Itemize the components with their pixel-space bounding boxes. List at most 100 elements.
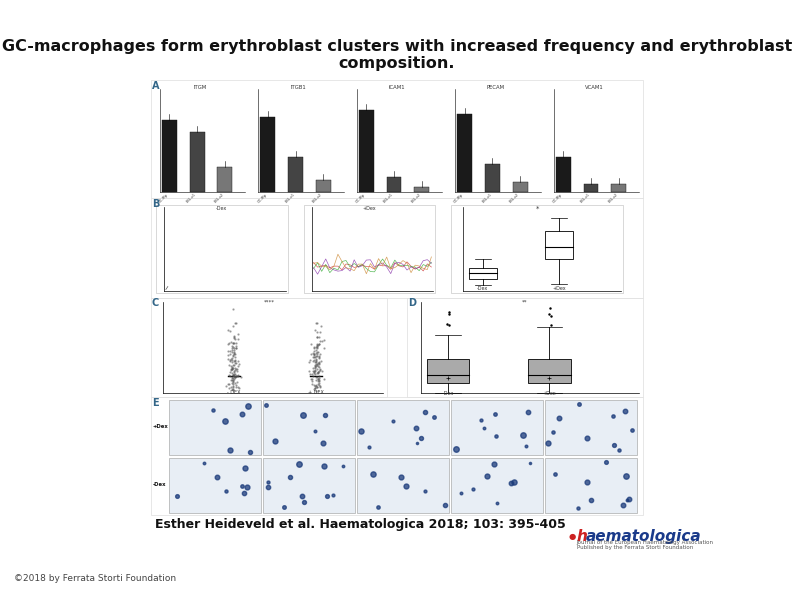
Text: -Dex: -Dex xyxy=(153,482,167,487)
Text: h: h xyxy=(576,529,588,544)
Point xyxy=(227,357,240,367)
Point xyxy=(229,372,242,381)
Point xyxy=(308,361,321,371)
Point xyxy=(228,371,241,380)
Point xyxy=(227,333,240,342)
Point xyxy=(225,364,238,374)
Point xyxy=(228,372,241,381)
Point xyxy=(229,358,241,367)
Point xyxy=(312,362,325,371)
Point xyxy=(308,349,321,358)
Point xyxy=(225,364,237,373)
Point xyxy=(228,375,241,384)
Point xyxy=(227,375,240,384)
Point xyxy=(224,367,237,377)
Text: Published by the Ferrata Storti Foundation: Published by the Ferrata Storti Foundati… xyxy=(576,545,693,550)
Point xyxy=(222,340,234,349)
Point xyxy=(229,383,242,392)
Bar xyxy=(263,400,355,455)
Point xyxy=(228,361,241,370)
Point xyxy=(225,355,237,364)
Point xyxy=(310,332,323,342)
Point xyxy=(225,375,238,385)
Point xyxy=(315,336,328,346)
Point xyxy=(312,359,325,368)
Text: C: C xyxy=(152,299,159,308)
Point xyxy=(309,381,322,390)
Point xyxy=(310,382,323,392)
Bar xyxy=(151,80,643,198)
Point xyxy=(232,356,245,366)
Point xyxy=(312,359,325,369)
Point xyxy=(227,339,240,348)
Point xyxy=(228,345,241,355)
Point xyxy=(225,368,238,378)
Point xyxy=(303,369,316,378)
Bar xyxy=(288,157,303,192)
Bar xyxy=(427,359,469,383)
Point xyxy=(310,381,322,391)
Bar xyxy=(162,120,177,192)
Point xyxy=(230,371,243,381)
Text: ●: ● xyxy=(568,532,576,541)
Point xyxy=(310,342,323,351)
Point xyxy=(228,343,241,353)
Point xyxy=(318,374,330,384)
Point xyxy=(313,371,326,381)
Point xyxy=(230,318,243,327)
Point xyxy=(224,365,237,375)
Point xyxy=(226,381,239,390)
Point xyxy=(310,383,323,392)
Point xyxy=(222,346,234,356)
Point xyxy=(307,381,320,390)
Text: -Dex: -Dex xyxy=(216,206,227,211)
Point xyxy=(309,364,322,373)
Point xyxy=(224,326,237,336)
Point xyxy=(310,365,323,374)
Text: GC-Mφ: GC-Mφ xyxy=(453,193,464,204)
Point xyxy=(310,368,323,378)
Point xyxy=(229,356,241,366)
Point xyxy=(227,361,240,370)
Point xyxy=(307,342,320,352)
Point xyxy=(229,355,241,365)
Bar xyxy=(263,458,355,513)
Point xyxy=(229,343,242,353)
Point xyxy=(227,331,240,341)
Text: PECAM: PECAM xyxy=(487,85,504,90)
Bar xyxy=(451,205,623,293)
Text: GC-Mφ: GC-Mφ xyxy=(158,193,169,204)
Point xyxy=(223,356,236,366)
Point xyxy=(311,347,324,356)
Point xyxy=(232,370,245,380)
Point xyxy=(226,379,239,389)
Point xyxy=(311,318,324,327)
Bar xyxy=(303,205,435,293)
Point xyxy=(224,371,237,381)
Text: -Dex: -Dex xyxy=(477,287,488,292)
Point xyxy=(308,352,321,362)
Bar xyxy=(169,458,261,513)
Point xyxy=(307,349,320,359)
Point xyxy=(303,357,316,367)
Point xyxy=(306,377,318,386)
Point xyxy=(313,339,326,349)
Bar xyxy=(545,400,637,455)
Point xyxy=(226,357,239,367)
Point xyxy=(314,382,326,392)
Text: ITGM: ITGM xyxy=(194,85,206,90)
Text: +Dex: +Dex xyxy=(363,206,376,211)
Point xyxy=(312,357,325,367)
Point xyxy=(309,365,322,375)
Point xyxy=(311,372,324,382)
Point xyxy=(226,321,239,331)
Point xyxy=(219,381,232,391)
Text: EBL-v1: EBL-v1 xyxy=(284,193,295,204)
Point xyxy=(311,343,324,353)
Text: Esther Heideveld et al. Haematologica 2018; 103: 395-405: Esther Heideveld et al. Haematologica 20… xyxy=(155,518,565,531)
Bar xyxy=(451,400,543,455)
Point xyxy=(311,376,324,386)
Point xyxy=(223,370,236,380)
Point xyxy=(225,378,238,388)
Bar xyxy=(357,458,449,513)
